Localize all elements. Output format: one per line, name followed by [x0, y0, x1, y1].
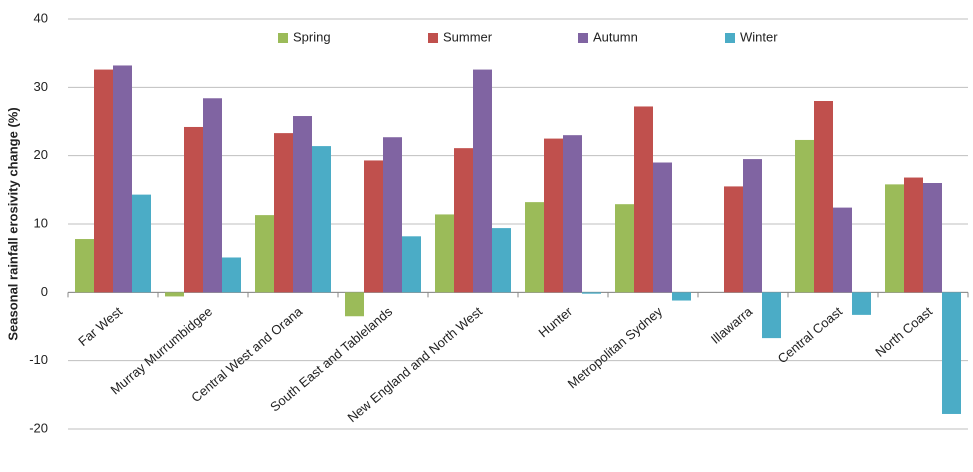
bar: [293, 116, 312, 293]
legend-swatch: [278, 33, 288, 43]
bar: [942, 292, 961, 414]
bar: [132, 194, 151, 293]
legend-swatch: [725, 33, 735, 43]
bar: [113, 65, 132, 293]
bar: [904, 177, 923, 293]
legend-label: Winter: [740, 29, 778, 44]
x-tick-label: Illawarra: [708, 303, 756, 347]
bar: [345, 292, 364, 317]
y-tick-label: 30: [34, 79, 48, 94]
bar: [814, 101, 833, 293]
bar: [743, 159, 762, 293]
bar: [852, 292, 871, 315]
bar: [762, 292, 781, 339]
bar: [724, 186, 743, 293]
bar: [615, 204, 634, 293]
bar: [833, 207, 852, 293]
bar: [653, 162, 672, 293]
y-tick-label: 0: [41, 284, 48, 299]
bar: [203, 98, 222, 293]
bar: [255, 215, 274, 293]
bar: [634, 106, 653, 293]
x-tick-label: Murray Murrumbidgee: [108, 304, 216, 398]
x-tick-label: Far West: [75, 304, 125, 349]
bar: [435, 214, 454, 293]
y-tick-label: 20: [34, 147, 48, 162]
x-tick-label: Metropolitan Sydney: [565, 303, 666, 391]
legend-swatch: [578, 33, 588, 43]
bar: [165, 292, 184, 297]
bar: [582, 292, 601, 294]
bar: [222, 257, 241, 293]
bar: [492, 228, 511, 293]
bar: [75, 239, 94, 293]
y-tick-label: 40: [34, 10, 48, 25]
bar: [923, 183, 942, 293]
x-tick-label: North Coast: [872, 304, 935, 360]
x-tick-label: Central Coast: [775, 304, 846, 367]
bar: [525, 202, 544, 293]
bar: [94, 69, 113, 293]
legend-label: Autumn: [593, 29, 638, 44]
bar: [364, 160, 383, 293]
bar: [885, 184, 904, 293]
bar: [312, 146, 331, 293]
y-tick-label: -20: [29, 420, 48, 435]
bar: [454, 148, 473, 293]
bar: [563, 135, 582, 293]
legend-label: Summer: [443, 29, 493, 44]
bar: [473, 69, 492, 293]
bar: [383, 137, 402, 293]
y-tick-label: 10: [34, 215, 48, 230]
bar: [274, 133, 293, 293]
y-axis-title: Seasonal rainfall erosivity change (%): [5, 107, 20, 340]
bar: [184, 126, 203, 293]
bar: [402, 236, 421, 293]
bar: [795, 139, 814, 293]
x-tick-label: Hunter: [536, 303, 576, 340]
legend-swatch: [428, 33, 438, 43]
y-tick-label: -10: [29, 352, 48, 367]
bar: [544, 138, 563, 293]
legend-label: Spring: [293, 29, 331, 44]
bar: [672, 292, 691, 301]
